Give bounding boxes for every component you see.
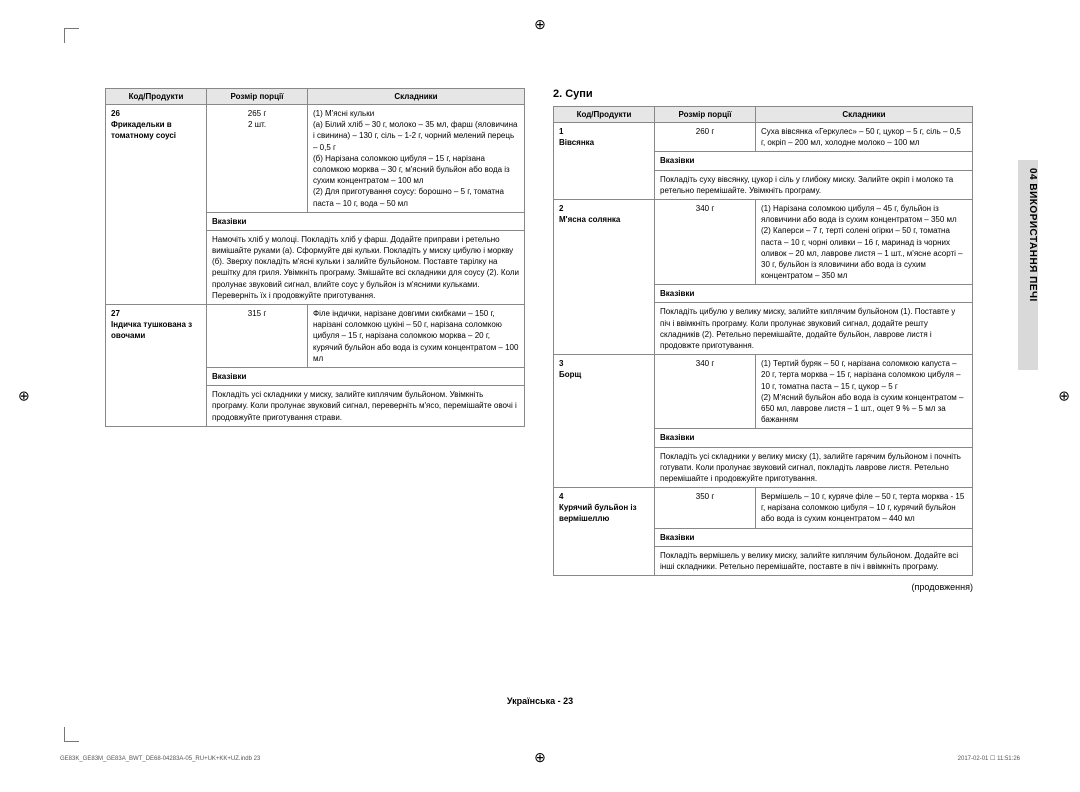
cell-ingredients: Вермішель – 10 г, куряче філе – 50 г, те… [756, 488, 973, 529]
section-title: 2. Супи [553, 88, 973, 100]
side-tab-label: 04 ВИКОРИСТАННЯ ПЕЧІ [1027, 168, 1038, 302]
code: 26 [111, 109, 120, 118]
cell-instructions: Покладіть вермішель у велику миску, зали… [655, 546, 973, 575]
table-row: 1 Вівсянка 260 г Суха вівсянка «Геркулес… [554, 123, 973, 152]
table-row: 3 Борщ 340 г (1) Тертий буряк – 50 г, на… [554, 355, 973, 429]
recipes-table-right: Код/Продукти Розмір порції Складники 1 В… [553, 106, 973, 576]
code: 2 [559, 204, 563, 213]
th-code: Код/Продукти [106, 89, 207, 105]
cell-instructions: Покладіть цибулю у велику миску, залийте… [655, 303, 973, 355]
th-ingredients: Складники [308, 89, 525, 105]
cell-ingredients: (1) Тертий буряк – 50 г, нарізана соломк… [756, 355, 973, 429]
cell-ingredients: Суха вівсянка «Геркулес» – 50 г, цукор –… [756, 123, 973, 152]
cell-instructions: Покладіть усі складники у миску, залийте… [207, 386, 525, 427]
right-column: 2. Супи Код/Продукти Розмір порції Склад… [553, 88, 973, 592]
product-name: Вівсянка [559, 138, 594, 147]
table-row: 2 М'ясна солянка 340 г (1) Нарізана соло… [554, 199, 973, 284]
cell-size: 315 г [207, 305, 308, 368]
cell-size: 350 г [655, 488, 756, 529]
cell-ingredients: Філе індички, нарізане довгими скибками … [308, 305, 525, 368]
cell-ingredients: (1) М'ясні кульки (а) Білий хліб – 30 г,… [308, 105, 525, 213]
registration-mark: ⊕ [534, 749, 546, 766]
crop-mark [64, 28, 79, 43]
product-name: Курячий бульйон із вермішеллю [559, 503, 637, 523]
registration-mark: ⊕ [18, 388, 30, 405]
cell-ingredients: (1) Нарізана соломкою цибуля – 45 г, бул… [756, 199, 973, 284]
continuation-label: (продовження) [553, 582, 973, 592]
instr-label: Вказівки [207, 367, 525, 385]
instr-label: Вказівки [207, 212, 525, 230]
cell-size: 340 г [655, 355, 756, 429]
th-size: Розмір порції [655, 107, 756, 123]
code: 27 [111, 309, 120, 318]
instr-label: Вказівки [655, 152, 973, 170]
th-size: Розмір порції [207, 89, 308, 105]
table-row: 26 Фрикадельки в томатному соусі 265 г 2… [106, 105, 525, 213]
cell-instructions: Покладіть суху вівсянку, цукор і сіль у … [655, 170, 973, 199]
crop-mark [64, 727, 79, 742]
registration-mark: ⊕ [1058, 388, 1070, 405]
product-name: Фрикадельки в томатному соусі [111, 120, 176, 140]
table-row: 4 Курячий бульйон із вермішеллю 350 г Ве… [554, 488, 973, 529]
product-name: Індичка тушкована з овочами [111, 320, 192, 340]
instr-label: Вказівки [655, 528, 973, 546]
left-column: Код/Продукти Розмір порції Складники 26 … [105, 88, 525, 592]
page-number: Українська - 23 [0, 696, 1080, 706]
instr-label: Вказівки [655, 429, 973, 447]
cell-instructions: Намочіть хліб у молоці. Покладіть хліб у… [207, 230, 525, 304]
product-name: М'ясна солянка [559, 215, 620, 224]
registration-mark: ⊕ [534, 16, 546, 33]
footer-filename: GE83K_GE83M_GE83A_BWT_DE68-04283A-05_RU+… [60, 756, 260, 762]
cell-instructions: Покладіть усі складники у велику миску (… [655, 447, 973, 488]
cell-size: 265 г 2 шт. [207, 105, 308, 213]
th-ingredients: Складники [756, 107, 973, 123]
footer-timestamp: 2017-02-01 ☐ 11:51:26 [958, 755, 1020, 762]
code: 3 [559, 359, 563, 368]
code: 4 [559, 492, 563, 501]
cell-size: 340 г [655, 199, 756, 284]
code: 1 [559, 127, 563, 136]
product-name: Борщ [559, 370, 581, 379]
instr-label: Вказівки [655, 285, 973, 303]
recipes-table-left: Код/Продукти Розмір порції Складники 26 … [105, 88, 525, 427]
th-code: Код/Продукти [554, 107, 655, 123]
cell-size: 260 г [655, 123, 756, 152]
table-row: 27 Індичка тушкована з овочами 315 г Філ… [106, 305, 525, 368]
